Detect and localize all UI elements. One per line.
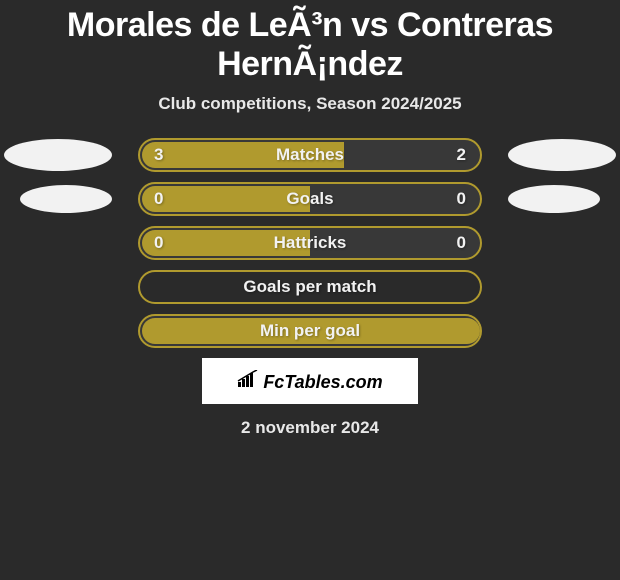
stat-row: Goals per match bbox=[0, 270, 620, 304]
stat-row: 0 Hattricks 0 bbox=[0, 226, 620, 260]
stat-left-value: 0 bbox=[154, 189, 163, 209]
stat-left-value: 3 bbox=[154, 145, 163, 165]
stat-label: Matches bbox=[276, 145, 344, 165]
player-right-oval bbox=[508, 185, 600, 213]
logo-text: FcTables.com bbox=[263, 372, 382, 393]
logo-box: FcTables.com bbox=[202, 358, 418, 404]
stat-bar: 0 Hattricks 0 bbox=[138, 226, 482, 260]
stat-row: 3 Matches 2 bbox=[0, 138, 620, 172]
stat-row: Min per goal bbox=[0, 314, 620, 348]
stat-label: Min per goal bbox=[260, 321, 360, 341]
bar-chart-icon bbox=[237, 370, 259, 393]
date-text: 2 november 2024 bbox=[0, 418, 620, 438]
stat-label: Hattricks bbox=[274, 233, 347, 253]
stat-bar: 0 Goals 0 bbox=[138, 182, 482, 216]
stat-left-value: 0 bbox=[154, 233, 163, 253]
comparison-bars: 3 Matches 2 0 Goals 0 0 Hattricks 0 Goals per mat… bbox=[0, 138, 620, 348]
stat-right-value: 0 bbox=[457, 233, 466, 253]
page-title: Morales de LeÃ³n vs Contreras HernÃ¡ndez bbox=[0, 0, 620, 94]
stat-bar: 3 Matches 2 bbox=[138, 138, 482, 172]
stat-bar: Goals per match bbox=[138, 270, 482, 304]
stat-label: Goals bbox=[286, 189, 333, 209]
player-left-oval bbox=[20, 185, 112, 213]
player-left-oval bbox=[4, 139, 112, 171]
stat-bar: Min per goal bbox=[138, 314, 482, 348]
stat-row: 0 Goals 0 bbox=[0, 182, 620, 216]
stat-right-value: 2 bbox=[457, 145, 466, 165]
subtitle: Club competitions, Season 2024/2025 bbox=[0, 94, 620, 114]
stat-right-value: 0 bbox=[457, 189, 466, 209]
player-right-oval bbox=[508, 139, 616, 171]
stat-label: Goals per match bbox=[243, 277, 376, 297]
